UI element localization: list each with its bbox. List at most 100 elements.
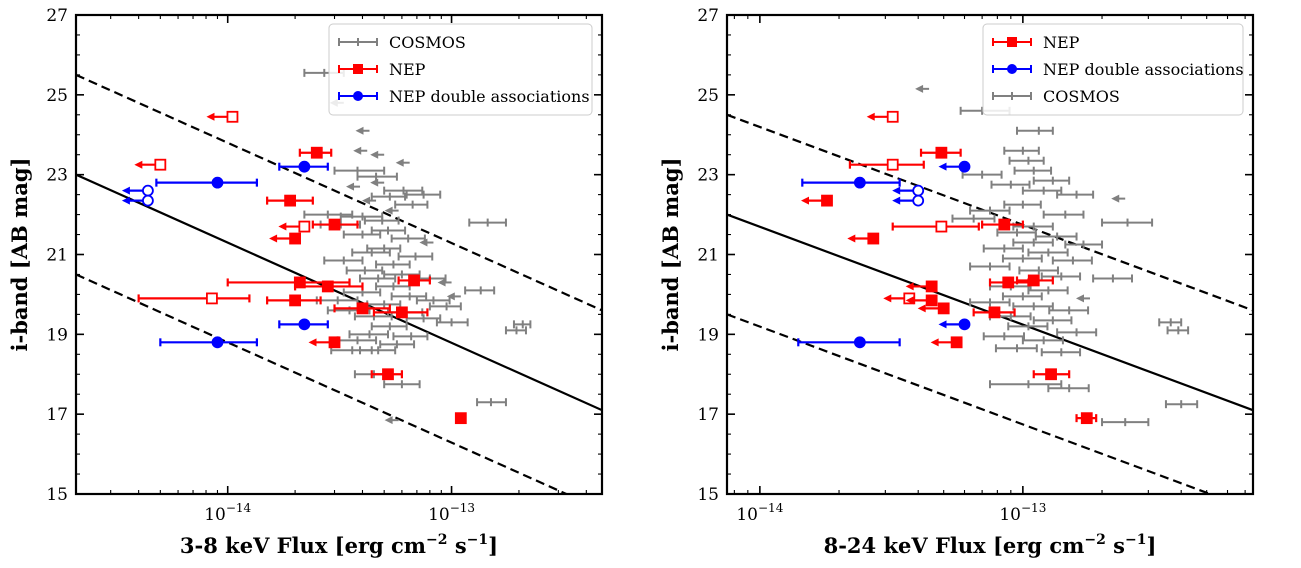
data-point [395, 158, 410, 167]
data-point [1027, 248, 1069, 257]
data-point [278, 160, 329, 173]
square-marker [935, 220, 948, 233]
square-marker [356, 302, 369, 315]
data-point [1018, 266, 1059, 275]
data-point [134, 158, 167, 171]
square-marker [935, 146, 948, 159]
upper-limit-arrowhead [346, 182, 355, 191]
series-nep-double-associations [797, 160, 971, 349]
data-point [278, 318, 329, 331]
square-marker [821, 194, 833, 207]
data-point [848, 158, 925, 171]
data-point [1164, 400, 1199, 409]
x-tick-exponent: −13 [1021, 501, 1046, 515]
data-point [137, 292, 251, 305]
upper-limit-arrowhead [384, 206, 393, 215]
circle-marker [211, 176, 224, 189]
upper-limit-arrowhead [905, 296, 914, 305]
x-tick-exponent: −13 [450, 501, 475, 515]
data-point [951, 214, 996, 223]
square-marker [321, 280, 334, 293]
x-axis-label-main: 8-24 keV Flux [erg cm [824, 533, 1085, 558]
data-point [1092, 274, 1133, 283]
y-tick-label: 25 [46, 86, 68, 106]
data-point [1051, 256, 1093, 265]
data-point [311, 218, 359, 231]
data-point [905, 294, 938, 307]
data-point [355, 126, 370, 135]
legend: COSMOS NEP NEP double associations [328, 23, 593, 116]
data-point [437, 278, 452, 287]
data-point [121, 194, 154, 207]
square-marker [310, 146, 323, 159]
upper-limit-arrowhead [917, 304, 926, 313]
square-marker [284, 194, 297, 207]
data-point [372, 306, 429, 319]
data-point [1166, 326, 1190, 335]
square-marker [289, 232, 301, 245]
data-point [356, 172, 398, 181]
data-point [345, 266, 384, 275]
data-point [1111, 194, 1126, 203]
square-marker [298, 220, 311, 233]
data-point [206, 110, 239, 123]
upper-limit-arrowhead [419, 238, 428, 247]
legend-circle-marker [353, 91, 363, 101]
upper-limit-arrowhead [938, 162, 947, 171]
data-point [1075, 294, 1090, 303]
data-point [969, 262, 1011, 271]
square-marker [925, 280, 938, 293]
data-point [512, 320, 532, 329]
y-tick-label: 15 [46, 485, 68, 505]
y-tick-label: 21 [697, 246, 719, 266]
data-point [362, 196, 377, 205]
data-point [323, 256, 364, 265]
data-point [468, 218, 507, 227]
upper-limit-arrowhead [308, 338, 317, 347]
dashed-offset-line [727, 313, 1214, 494]
data-point [121, 184, 154, 197]
data-point [446, 292, 461, 301]
circle-marker [912, 194, 925, 207]
square-marker [1002, 276, 1015, 289]
data-point [1034, 232, 1078, 241]
square-marker [998, 218, 1011, 231]
data-point [1016, 126, 1054, 135]
upper-limit-arrowhead [938, 320, 947, 329]
data-point [801, 176, 901, 189]
upper-limit-arrowhead [269, 234, 278, 243]
data-point [1003, 146, 1040, 155]
y-tick-label: 19 [46, 325, 68, 345]
x-axis-label-sup: −2 [426, 532, 447, 548]
data-point [905, 280, 938, 293]
data-point [419, 238, 434, 247]
data-point [1001, 292, 1043, 301]
data-point [346, 182, 361, 191]
data-point [390, 292, 428, 301]
data-point [1021, 186, 1063, 195]
legend-entry: NEP double associations [338, 87, 590, 106]
data-point [383, 380, 421, 389]
x-axis-label-sup: −2 [1084, 532, 1105, 548]
square-marker [988, 306, 1001, 319]
legend: NEP NEP double associations COSMOS [982, 23, 1244, 116]
legend-box [328, 23, 593, 116]
data-point [266, 194, 314, 207]
data-point [1007, 322, 1049, 331]
upper-limit-arrowhead [1075, 294, 1084, 303]
data-point [800, 194, 833, 207]
upper-limit-arrowhead [892, 186, 901, 195]
data-point [1056, 328, 1098, 337]
upper-limit-arrowhead [206, 112, 215, 121]
data-point [363, 216, 400, 225]
y-tick-label: 19 [697, 325, 719, 345]
square-marker [937, 302, 950, 315]
x-tick-base: 10 [736, 505, 758, 525]
data-point [333, 166, 386, 175]
y-axis: 15 17 19 21 23 25 27 [697, 6, 1253, 505]
upper-limit-arrowhead [930, 338, 939, 347]
series-nep-double-associations [121, 160, 329, 349]
data-point [915, 84, 930, 93]
